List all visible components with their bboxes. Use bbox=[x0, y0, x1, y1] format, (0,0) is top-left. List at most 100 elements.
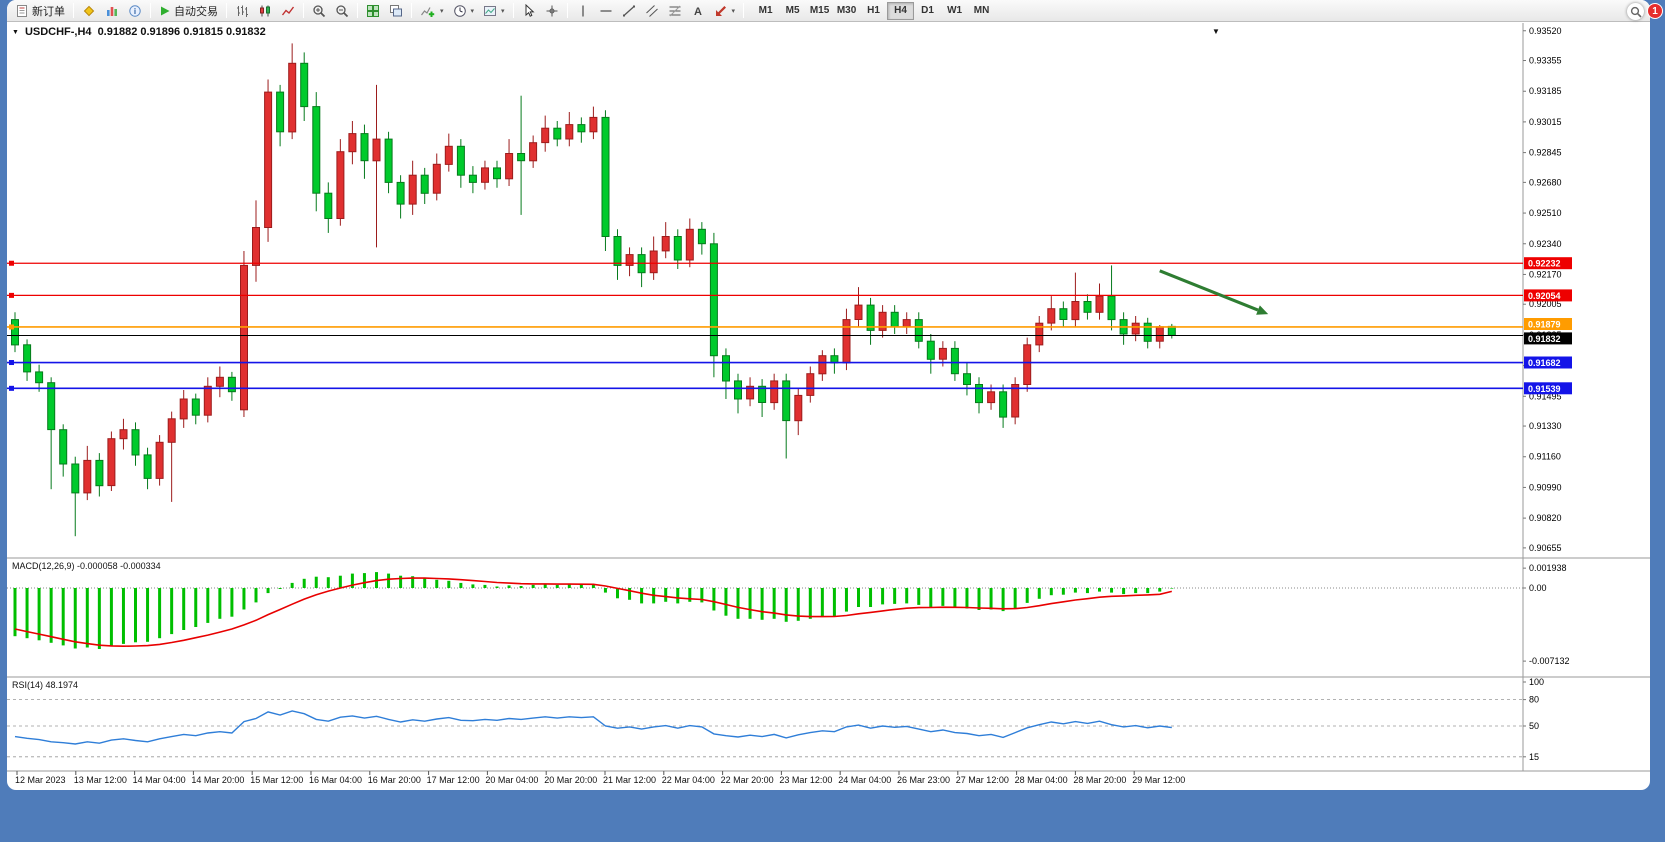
candle bbox=[878, 311, 887, 331]
candle bbox=[348, 133, 357, 153]
candle bbox=[758, 385, 767, 403]
candle bbox=[999, 391, 1008, 418]
arrows-button[interactable]: ▾ bbox=[710, 1, 740, 21]
time-label: 23 Mar 12:00 bbox=[779, 775, 833, 785]
candle bbox=[203, 385, 212, 416]
axis-label: 100 bbox=[1529, 677, 1544, 687]
svg-text:0.92232: 0.92232 bbox=[1528, 259, 1561, 269]
candle bbox=[661, 236, 670, 252]
vertical-line-button[interactable] bbox=[572, 1, 594, 21]
timeframe-group: M1 M5 M15 M30 H1 H4 D1 W1 MN bbox=[752, 1, 995, 20]
rsi-value: 48.1974 bbox=[45, 680, 79, 690]
axis-label: 80 bbox=[1529, 695, 1539, 705]
candle bbox=[722, 355, 730, 382]
auto-trading-button[interactable]: 自动交易 bbox=[155, 1, 222, 21]
timeframe-D1[interactable]: D1 bbox=[914, 2, 941, 20]
macd-label: MACD(12,26,9) -0.000058 -0.000334 bbox=[12, 561, 161, 571]
level-handle[interactable] bbox=[9, 360, 14, 366]
rsi-name: RSI(14) bbox=[12, 680, 44, 690]
timeframe-W1[interactable]: W1 bbox=[941, 2, 968, 20]
periods-button[interactable]: ▾ bbox=[449, 1, 479, 21]
candle bbox=[11, 319, 19, 346]
chart-collapse-icon[interactable]: ▼ bbox=[1212, 27, 1220, 36]
candlestick-chart-button[interactable] bbox=[254, 1, 276, 21]
candle bbox=[529, 142, 538, 162]
toolbar-separator bbox=[303, 3, 304, 18]
axis-label: 0.93185 bbox=[1529, 86, 1562, 96]
tile-windows-button[interactable] bbox=[362, 1, 384, 21]
cursor-button[interactable] bbox=[518, 1, 540, 21]
candle bbox=[577, 124, 586, 133]
time-label: 24 Mar 04:00 bbox=[838, 775, 892, 785]
timeframe-M15[interactable]: M15 bbox=[806, 2, 833, 20]
profiles-icon bbox=[83, 5, 95, 16]
market-watch-button[interactable] bbox=[101, 1, 123, 21]
fibonacci-button[interactable] bbox=[664, 1, 686, 21]
chart-canvas[interactable]: 0.93520 0.93355 0.93185 0.93015 0.92845 0.926… bbox=[7, 0, 1650, 790]
svg-text:0.91879: 0.91879 bbox=[1528, 320, 1561, 330]
toolbar-separator bbox=[73, 3, 74, 18]
badge-count: 1 bbox=[1652, 5, 1658, 17]
candle bbox=[432, 163, 441, 194]
data-window-button[interactable]: i bbox=[124, 1, 146, 21]
level-handle[interactable] bbox=[9, 292, 14, 298]
indicators-button[interactable]: ▾ bbox=[416, 1, 448, 21]
candle bbox=[1107, 295, 1116, 321]
time-axis[interactable]: 12 Mar 2023 13 Mar 12:00 14 Mar 04:00 14 Ma… bbox=[7, 771, 1527, 789]
channel-button[interactable] bbox=[641, 1, 663, 21]
candle bbox=[746, 385, 755, 400]
candles-layer[interactable] bbox=[11, 43, 1176, 537]
candle bbox=[926, 340, 935, 360]
chevron-down-icon: ▾ bbox=[440, 7, 444, 15]
timeframe-M1[interactable]: M1 bbox=[752, 2, 779, 20]
text-icon: A bbox=[694, 6, 702, 18]
template-icon bbox=[484, 5, 497, 16]
timeframe-M30[interactable]: M30 bbox=[833, 2, 860, 20]
cascade-windows-button[interactable] bbox=[385, 1, 407, 21]
timeframe-MN[interactable]: MN bbox=[968, 2, 995, 20]
zoom-in-button[interactable] bbox=[308, 1, 330, 21]
candle bbox=[541, 127, 550, 144]
candle bbox=[963, 373, 971, 386]
candle bbox=[131, 429, 140, 456]
bar-chart-button[interactable] bbox=[231, 1, 253, 21]
candle bbox=[288, 62, 297, 133]
macd-histogram bbox=[13, 572, 1174, 649]
candle bbox=[95, 459, 104, 487]
candle bbox=[890, 311, 899, 328]
axis-label: 0.90820 bbox=[1529, 513, 1562, 523]
trend-arrow-head bbox=[1256, 305, 1269, 315]
line-chart-icon bbox=[281, 6, 295, 15]
candle bbox=[83, 459, 92, 494]
line-chart-button[interactable] bbox=[277, 1, 299, 21]
candle bbox=[408, 174, 417, 205]
axis-label: 0.92680 bbox=[1529, 177, 1562, 187]
templates-button[interactable]: ▾ bbox=[479, 1, 509, 21]
trend-arrow[interactable] bbox=[1159, 269, 1259, 312]
level-handle[interactable] bbox=[9, 260, 14, 266]
zoom-out-button[interactable] bbox=[331, 1, 353, 21]
horizontal-line-button[interactable] bbox=[595, 1, 617, 21]
candle bbox=[938, 347, 947, 360]
timeframe-M5[interactable]: M5 bbox=[779, 2, 806, 20]
level-handle[interactable] bbox=[9, 385, 14, 391]
notification-badge[interactable]: 1 bbox=[1647, 3, 1663, 19]
level-handle[interactable] bbox=[9, 324, 14, 330]
timeframe-H4[interactable]: H4 bbox=[887, 1, 915, 20]
text-button[interactable]: A bbox=[687, 1, 709, 21]
profiles-button[interactable] bbox=[78, 1, 100, 21]
symbol-dropdown-icon[interactable]: ▼ bbox=[12, 28, 19, 36]
crosshair-button[interactable] bbox=[541, 1, 563, 21]
time-label: 16 Mar 20:00 bbox=[367, 775, 421, 785]
candle bbox=[806, 373, 815, 396]
candle bbox=[227, 376, 236, 393]
ohlc-values: 0.91882 0.91896 0.91815 0.91832 bbox=[97, 26, 266, 38]
candle bbox=[155, 441, 164, 479]
axis-label: 0.91160 bbox=[1529, 452, 1561, 462]
search-button[interactable] bbox=[1627, 3, 1644, 20]
trendline-button[interactable] bbox=[618, 1, 640, 21]
new-order-button[interactable]: 新订单 bbox=[11, 1, 69, 21]
toolbar-separator bbox=[743, 3, 745, 18]
candle bbox=[1011, 384, 1020, 418]
timeframe-H1[interactable]: H1 bbox=[860, 2, 887, 20]
